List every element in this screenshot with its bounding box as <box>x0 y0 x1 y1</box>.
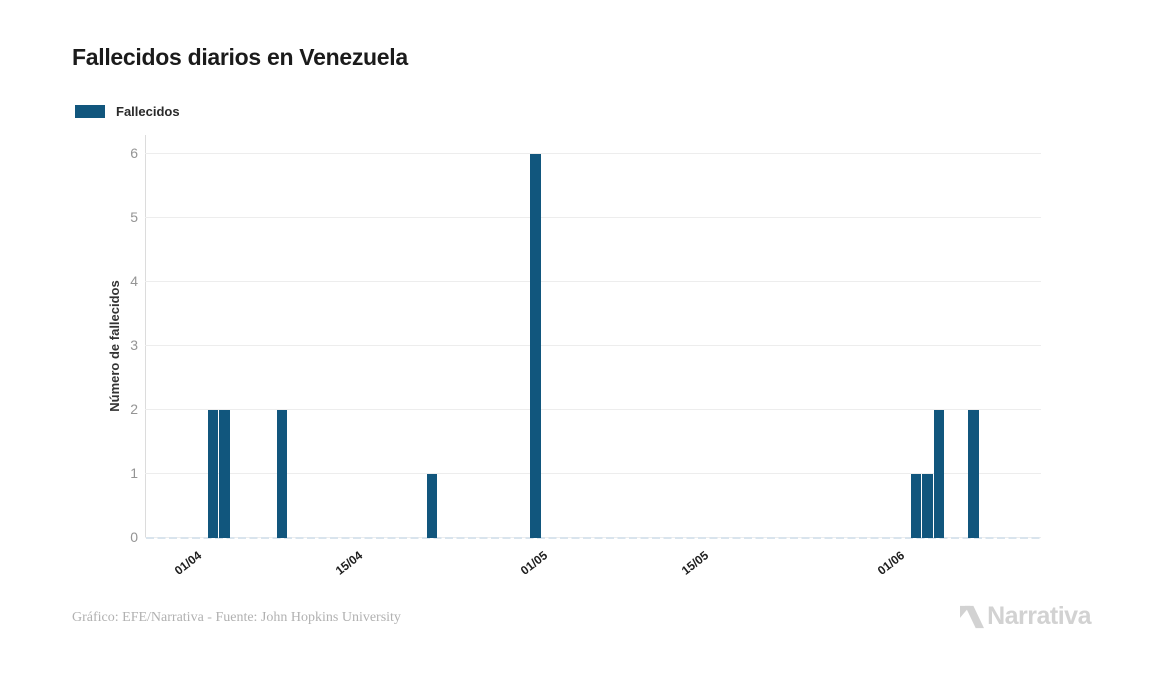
legend-swatch-icon <box>75 104 105 118</box>
ytick-label-6: 6 <box>130 145 138 161</box>
bar-04-04 <box>219 410 230 538</box>
ytick-label-2: 2 <box>130 401 138 417</box>
xtick-label-15-04: 15/04 <box>333 548 366 578</box>
ytick-label-3: 3 <box>130 337 138 353</box>
bar-03-04 <box>207 410 219 538</box>
gridline-y-4 <box>145 281 1041 282</box>
legend-label: Fallecidos <box>116 103 180 119</box>
brand-logo: Narrativa <box>960 602 1091 631</box>
narrativa-logo-icon <box>960 605 985 628</box>
brand-name: Narrativa <box>987 602 1091 630</box>
xtick-label-15-05: 15/05 <box>678 548 712 578</box>
ytick-label-1: 1 <box>130 465 138 481</box>
xtick-label-01-05: 01/05 <box>517 548 550 578</box>
bar-03-06 <box>910 474 921 538</box>
source-credit: Gráfico: EFE/Narrativa - Fuente: John Ho… <box>72 610 401 625</box>
ytick-label-4: 4 <box>130 273 138 289</box>
bar-05-06 <box>933 410 945 538</box>
zero-baseline-dashed <box>146 537 1041 539</box>
bar-08-06 <box>968 410 979 538</box>
bar-22-04 <box>426 474 438 538</box>
gridline-y-6 <box>145 153 1041 154</box>
xtick-label-01-04: 01/04 <box>171 548 205 578</box>
ytick-label-5: 5 <box>130 209 138 225</box>
plot-area <box>145 135 1041 539</box>
ytick-label-0: 0 <box>130 529 138 545</box>
legend: Fallecidos <box>75 103 180 119</box>
gridline-y-2 <box>145 409 1041 410</box>
xtick-label-01-06: 01/06 <box>874 548 907 578</box>
page-title: Fallecidos diarios en Venezuela <box>72 44 408 70</box>
gridline-y-1 <box>145 473 1041 474</box>
y-axis-line <box>145 135 146 538</box>
bar-01-05 <box>530 154 541 538</box>
bar-04-06 <box>922 474 933 538</box>
gridline-y-5 <box>145 217 1041 218</box>
bar-09-04 <box>276 410 288 538</box>
gridline-y-3 <box>145 345 1041 346</box>
